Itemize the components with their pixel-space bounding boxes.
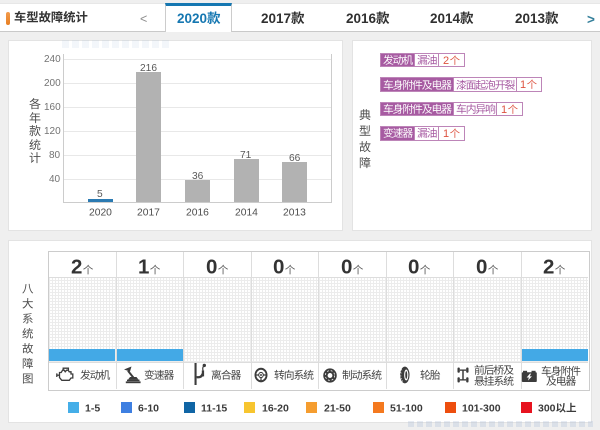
svg-text:0: 0 <box>408 255 419 278</box>
svg-text:200: 200 <box>44 78 61 89</box>
svg-text:16-20: 16-20 <box>262 402 289 414</box>
svg-text:2017: 2017 <box>261 11 291 26</box>
svg-text:2020: 2020 <box>89 207 112 218</box>
svg-text:2014: 2014 <box>430 11 461 26</box>
svg-text:1: 1 <box>138 255 149 278</box>
svg-text:>: > <box>587 11 595 26</box>
svg-text:5: 5 <box>97 189 103 200</box>
svg-text:120: 120 <box>44 126 61 137</box>
svg-text:2013: 2013 <box>515 11 546 26</box>
svg-text:160: 160 <box>44 102 61 113</box>
svg-text:2014: 2014 <box>235 207 258 218</box>
svg-text:11-15: 11-15 <box>201 402 227 414</box>
svg-text:1: 1 <box>520 80 526 92</box>
svg-text:2: 2 <box>543 255 554 278</box>
svg-text:1: 1 <box>501 104 507 116</box>
svg-text:0: 0 <box>206 255 217 278</box>
svg-text:66: 66 <box>289 153 301 164</box>
svg-text:2: 2 <box>443 55 449 67</box>
svg-text:0: 0 <box>273 255 284 278</box>
svg-text:0: 0 <box>341 255 352 278</box>
svg-text:240: 240 <box>44 54 61 65</box>
svg-text:80: 80 <box>49 150 61 161</box>
svg-text:2016: 2016 <box>186 207 209 218</box>
svg-text:2013: 2013 <box>283 207 306 218</box>
svg-text:2020: 2020 <box>177 11 207 26</box>
svg-text:2: 2 <box>71 255 82 278</box>
svg-text:101-300: 101-300 <box>462 402 501 414</box>
svg-text:<: < <box>140 12 147 26</box>
svg-text:216: 216 <box>140 63 157 74</box>
svg-text:51-100: 51-100 <box>390 402 423 414</box>
svg-text:0: 0 <box>476 255 487 278</box>
svg-text:300: 300 <box>538 402 556 414</box>
svg-text:1-5: 1-5 <box>85 402 100 414</box>
svg-text:1: 1 <box>443 128 449 140</box>
svg-text:2017: 2017 <box>137 207 160 218</box>
svg-text:2016: 2016 <box>346 11 377 26</box>
svg-text:21-50: 21-50 <box>324 402 351 414</box>
svg-text:71: 71 <box>240 150 252 161</box>
svg-text:40: 40 <box>49 174 61 185</box>
svg-text:6-10: 6-10 <box>138 402 159 414</box>
svg-text:36: 36 <box>192 171 204 182</box>
